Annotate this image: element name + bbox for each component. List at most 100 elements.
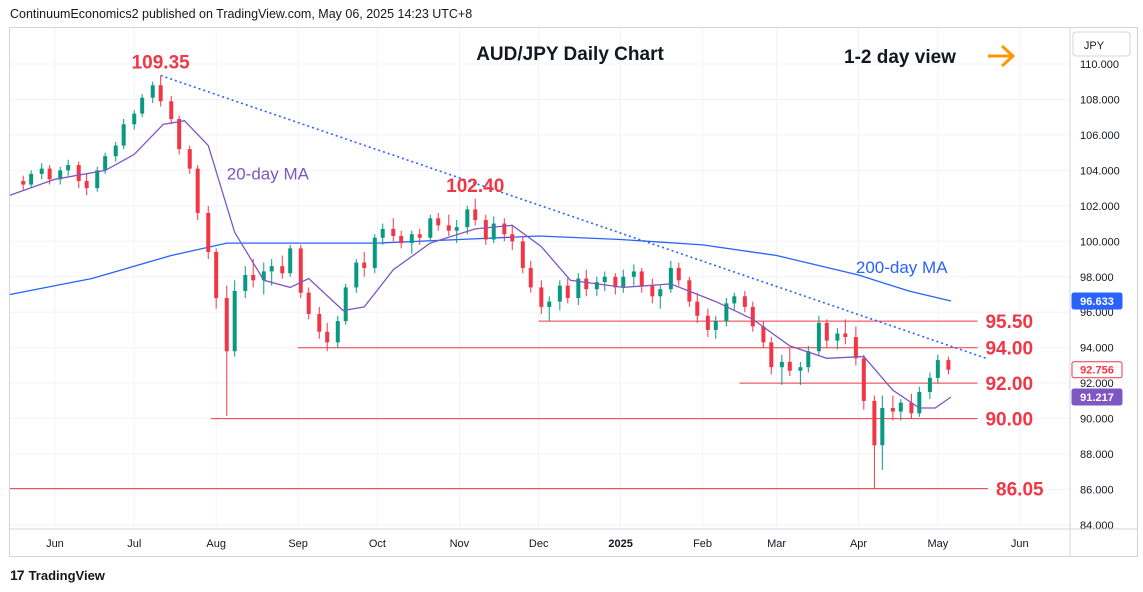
y-tick-label: 100.000 — [1080, 236, 1120, 248]
x-tick-label: Jul — [127, 538, 141, 550]
candle-body — [269, 266, 274, 272]
level-label: 94.00 — [985, 339, 1033, 360]
candle-body — [491, 223, 496, 240]
candle-body — [935, 360, 940, 378]
candle-body — [224, 298, 229, 352]
level-label: 95.50 — [985, 312, 1033, 333]
candle-body — [769, 342, 774, 368]
x-tick-label: Nov — [450, 538, 470, 550]
candle-body — [594, 282, 599, 290]
price-tag: 91.217 — [1071, 388, 1123, 406]
candle-body — [169, 101, 174, 119]
price-tag-bg — [1071, 388, 1123, 406]
candle-body — [806, 351, 811, 368]
candle-body — [261, 271, 266, 281]
ma200-series — [9, 235, 952, 302]
candle-body — [816, 322, 821, 352]
candle-body — [639, 271, 644, 286]
candle-body — [779, 361, 784, 368]
y-tick-label: 110.000 — [1080, 59, 1119, 71]
candle-body — [76, 165, 81, 182]
candle-body — [798, 367, 803, 371]
candle-body — [140, 97, 145, 114]
annotation-label: 20-day MA — [227, 164, 310, 183]
chart-grid — [10, 28, 1070, 528]
candle-body — [58, 170, 63, 180]
x-tick-label: Dec — [529, 538, 549, 550]
candle-body — [732, 296, 737, 304]
candle-body — [510, 234, 515, 242]
candle-body — [668, 267, 673, 290]
x-tick-label: 2025 — [608, 538, 632, 550]
candle-body — [946, 360, 951, 370]
candle-body — [927, 377, 932, 393]
price-tag-label: 96.633 — [1080, 296, 1114, 308]
candle-body — [391, 228, 396, 236]
candle-body — [103, 156, 108, 171]
candle-body — [428, 218, 433, 238]
candle-body — [298, 248, 303, 293]
candle-body — [343, 287, 348, 322]
ma20-series — [9, 120, 952, 409]
price-tag: 96.633 — [1071, 292, 1123, 310]
level-label: 86.05 — [996, 480, 1044, 501]
candle-body — [576, 278, 581, 299]
candle-body — [584, 278, 589, 290]
candle-body — [206, 212, 211, 252]
x-tick-label: Sep — [288, 538, 308, 550]
candle-body — [177, 118, 182, 150]
candle-body — [473, 209, 478, 221]
ma20-line — [9, 120, 952, 409]
candle-body — [695, 301, 700, 316]
candle-body — [380, 228, 385, 238]
candle-body — [84, 181, 89, 189]
tradingview-brand[interactable]: 17 TradingView — [10, 567, 105, 583]
candle-body — [713, 321, 718, 330]
candle-body — [187, 149, 192, 169]
candle-body — [742, 296, 747, 307]
candle-body — [917, 392, 922, 414]
candle-body — [565, 285, 570, 299]
candle-body — [306, 292, 311, 315]
candle-body — [705, 315, 710, 330]
candle-body — [113, 145, 118, 157]
candle-body — [251, 274, 256, 281]
candle-body — [372, 237, 377, 268]
price-tag-label: 91.217 — [1080, 392, 1114, 404]
trendline — [160, 74, 987, 360]
tradingview-logo-icon: 17 — [10, 567, 25, 583]
candle-body — [243, 274, 248, 291]
candle-body — [898, 402, 903, 412]
candle-body — [417, 234, 422, 238]
chart-frame — [9, 27, 1138, 557]
candle-body — [658, 289, 663, 297]
annotation-label: 109.35 — [132, 53, 191, 74]
y-tick-label: 98.000 — [1080, 272, 1114, 284]
candle-body — [47, 168, 52, 180]
candle-body — [890, 407, 895, 412]
candle-body — [454, 227, 459, 231]
brand-name: TradingView — [28, 567, 105, 583]
y-tick-label: 92.000 — [1080, 378, 1114, 390]
right-arrow-icon — [988, 44, 1016, 68]
currency-box[interactable]: JPY — [1072, 31, 1131, 57]
candle-body — [631, 271, 636, 277]
candle-body — [325, 331, 330, 343]
candle-body — [880, 407, 885, 446]
chart-labels: 95.50 94.00 92.00 90.00 86.05 109.35 102.40 20-… — [132, 53, 1044, 501]
candle-body — [21, 181, 26, 185]
candle-body — [835, 333, 840, 341]
price-tag-bg — [1071, 361, 1123, 379]
candle-body — [288, 248, 293, 274]
candle-body — [354, 262, 359, 288]
candles-group — [21, 75, 951, 489]
currency-label: JPY — [1084, 40, 1105, 52]
x-tick-label: Jun — [46, 538, 64, 550]
candle-body — [520, 241, 525, 268]
candle-body — [528, 267, 533, 288]
y-tick-label: 90.000 — [1080, 414, 1114, 426]
ma200-line — [9, 235, 952, 302]
candle-body — [95, 170, 100, 189]
candle-body — [399, 235, 404, 244]
